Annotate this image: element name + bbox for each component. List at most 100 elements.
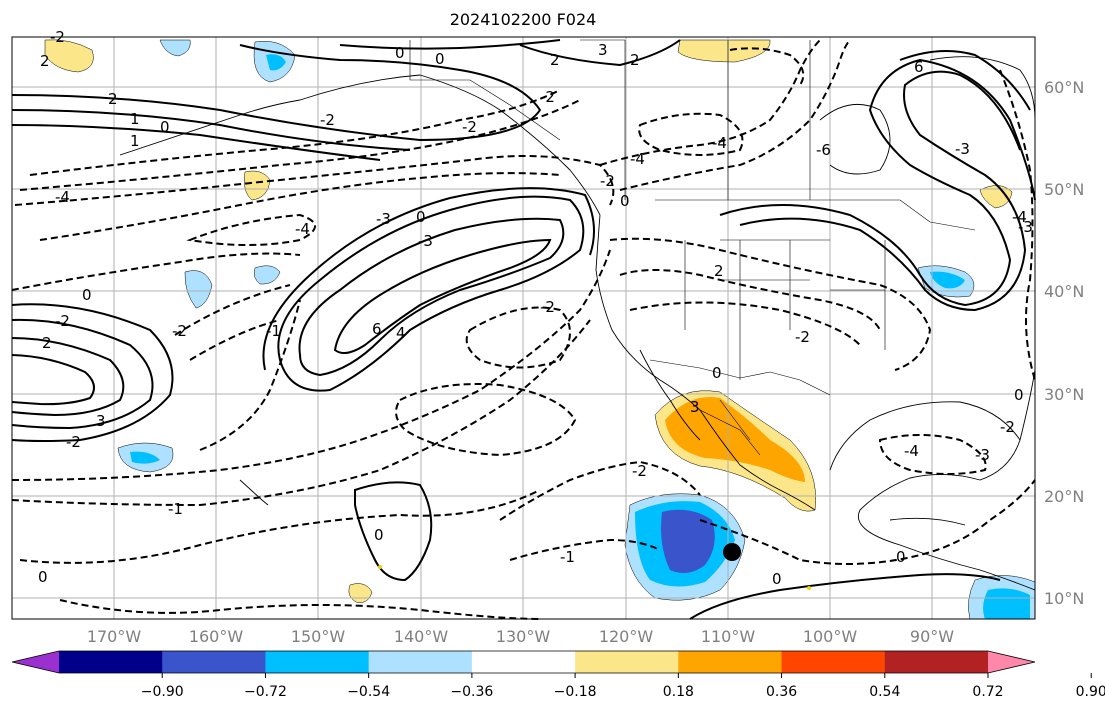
map-frame	[11, 36, 1036, 620]
contour-neg-22	[619, 39, 851, 191]
lon-label: 100°W	[803, 627, 858, 646]
contour-label: -2	[66, 433, 81, 451]
contour-label: -6	[816, 141, 831, 159]
shade-negative-west-pacific-core	[130, 451, 160, 464]
contour-neg-10	[11, 249, 611, 481]
contour-label: -2	[1000, 418, 1015, 436]
coast-cuba	[889, 517, 966, 526]
lon-label: 110°W	[701, 627, 756, 646]
border-alaska-canada	[409, 40, 561, 141]
coast-labrador	[929, 56, 1036, 121]
contour-label: 3	[96, 412, 106, 430]
contour-pos-2	[11, 109, 411, 151]
contour-label: 0	[395, 44, 405, 62]
contour-pos-ridge-3	[333, 238, 552, 355]
contour-neg-14	[465, 306, 571, 369]
contour-label: -2	[795, 328, 810, 346]
colorbar-segment	[59, 651, 163, 673]
contour-pos-west-4	[11, 354, 95, 406]
contour-label: -3	[955, 140, 970, 158]
latitude-labels: 60°N 50°N 40°N 30°N 20°N 10°N	[1044, 78, 1084, 608]
lon-label: 120°W	[599, 627, 654, 646]
lat-label: 20°N	[1044, 487, 1084, 506]
contour-label: -2	[320, 111, 335, 129]
contour-label-group: 2 0 3 2 0 2 2 1 0 1 -2 -4 -4 -3 0 -3 -2 …	[38, 28, 1033, 588]
colorbar-tick-label: 0.18	[663, 684, 694, 700]
lat-label: 40°N	[1044, 282, 1084, 301]
shade-negative-central-america-core	[983, 588, 1030, 619]
contour-label: -2	[540, 298, 555, 316]
lon-label: 140°W	[394, 627, 449, 646]
colorbar-tick-label: 0.72	[972, 684, 1003, 700]
contour-neg-4	[39, 172, 561, 241]
contour-label: -2	[462, 118, 477, 136]
shaded-anomalies	[44, 39, 1036, 620]
contour-label: -2	[600, 172, 615, 190]
contour-neg-7	[174, 284, 291, 336]
contour-label: 4	[396, 324, 406, 342]
contour-neg-1	[29, 89, 561, 176]
contour-label: 2	[630, 51, 640, 69]
lat-label: 10°N	[1044, 589, 1084, 608]
lon-label: 90°W	[910, 627, 954, 646]
contour-neg-15	[395, 383, 577, 457]
contour-neg-13	[59, 599, 541, 620]
contour-label: 0	[374, 526, 384, 544]
lon-label: 160°W	[189, 627, 244, 646]
contour-pos-5	[519, 39, 681, 67]
contour-neg-12	[19, 489, 541, 564]
contour-label: -3	[418, 232, 433, 250]
lat-label: 50°N	[1044, 180, 1084, 199]
map-title: 2024102200 F024	[450, 10, 597, 29]
lon-label: 150°W	[291, 627, 346, 646]
contour-label: -1	[560, 548, 575, 566]
contour-pos-ridge-1	[277, 195, 585, 392]
contour-label: -4	[1012, 208, 1027, 226]
shade-negative-pacific-small-b	[253, 265, 281, 285]
map-area: 2 0 3 2 0 2 2 1 0 1 -2 -4 -4 -3 0 -3 -2 …	[11, 28, 1036, 620]
contour-label: -4	[55, 188, 70, 206]
contour-label: 2	[42, 334, 52, 352]
colorbar-tick-label: −0.18	[554, 684, 597, 700]
shade-negative-epac-dark	[661, 509, 715, 574]
coast-hudson	[819, 103, 891, 175]
contour-label: -3	[1018, 218, 1033, 236]
contour-label: -2	[55, 312, 70, 330]
colorbar-outline	[11, 650, 1036, 674]
coast-baja	[639, 349, 701, 441]
contour-pos-east-2	[739, 70, 1027, 312]
contour-neg-17	[509, 538, 661, 561]
contour-neg-27	[729, 47, 805, 86]
colorbar-tick-label: −0.36	[450, 684, 493, 700]
lon-label: 170°W	[87, 627, 142, 646]
contour-label: -2	[540, 88, 555, 106]
colorbar-tick-label: −0.90	[141, 684, 184, 700]
border-us-canada	[655, 199, 976, 231]
contour-neg-16	[499, 460, 701, 521]
coast-west-us	[595, 214, 816, 511]
contour-neg-20	[629, 301, 861, 346]
colorbar-segment	[575, 651, 679, 673]
colorbar-segment	[471, 651, 576, 673]
border-states-1	[684, 239, 886, 380]
contour-label: 2	[550, 51, 560, 69]
contour-label: 2	[40, 52, 50, 70]
shade-positive-alaska-north	[677, 39, 771, 63]
contour-pos-west-3	[11, 337, 125, 417]
shade-positive-mexico-orange	[665, 396, 805, 482]
contour-neg-23	[638, 112, 744, 156]
contour-neg-11	[11, 319, 591, 507]
longitude-labels: 170°W 160°W 150°W 140°W 130°W 120°W 110°…	[87, 627, 954, 646]
contour-label: -2	[632, 462, 647, 480]
colorbar-tick-label: −0.72	[244, 684, 287, 700]
contour-label: 2	[108, 90, 118, 108]
lon-label: 130°W	[496, 627, 551, 646]
contour-neg-19	[619, 269, 881, 331]
gridlines	[12, 37, 1035, 619]
colorbar-tick-label: 0.54	[869, 684, 900, 700]
colorbar-segment	[781, 651, 886, 673]
coastlines	[119, 56, 1036, 591]
contour-neg-26	[999, 69, 1036, 381]
contour-label: -3	[975, 446, 990, 464]
